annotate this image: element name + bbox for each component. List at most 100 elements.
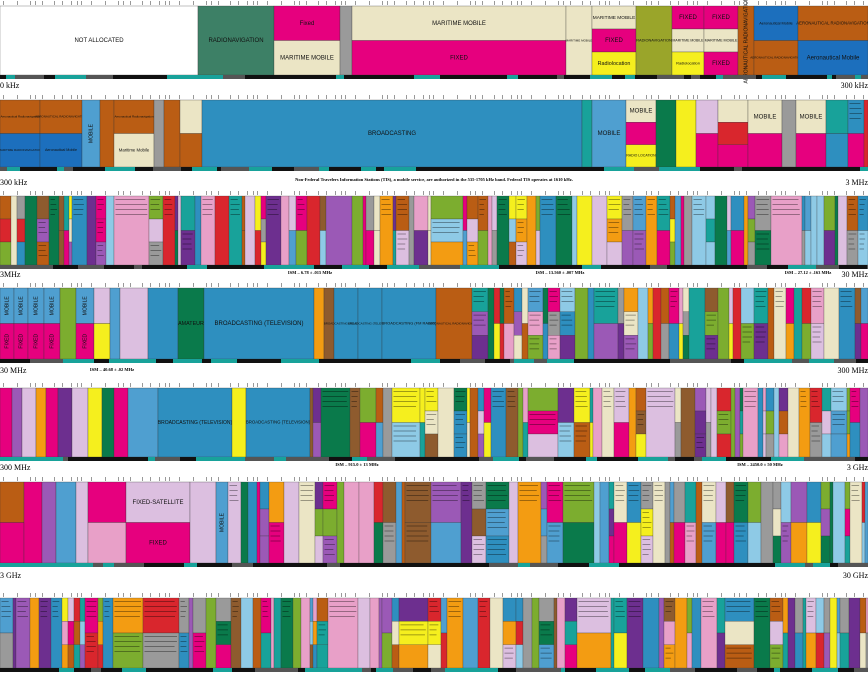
allocation-band [846, 410, 851, 435]
frequency-tick [142, 95, 143, 99]
frequency-tick [619, 95, 620, 99]
allocation-band [316, 644, 329, 669]
band-text-mark [384, 525, 394, 527]
frequency-tick [475, 593, 476, 597]
band-text-mark [557, 209, 570, 210]
band-text-mark [406, 525, 428, 527]
band-text-mark [807, 606, 813, 607]
frequency-tick [206, 383, 207, 387]
allocation-band [557, 422, 575, 458]
service-strip [612, 75, 625, 79]
band-text-mark [549, 319, 559, 321]
service-strip [156, 359, 164, 363]
frequency-tick [326, 191, 327, 195]
service-strip [534, 359, 547, 363]
band-text-mark [564, 490, 591, 491]
frequency-tick [609, 95, 610, 99]
service-strip [705, 167, 734, 171]
allocation-band [45, 387, 59, 458]
band-text-mark [735, 530, 746, 532]
band-text-mark [406, 540, 429, 542]
allocation-band [381, 632, 393, 669]
band-text-mark [202, 209, 213, 210]
frequency-tick [827, 191, 828, 195]
band-text-mark [194, 651, 205, 652]
frequency-tick [355, 1, 356, 5]
allocation-band [859, 632, 867, 669]
service-strip [589, 563, 619, 567]
allocation-band [846, 195, 859, 231]
allocation-band [16, 241, 26, 266]
band-text-mark [654, 495, 664, 496]
frequency-tick [42, 593, 43, 597]
allocation-band [487, 195, 493, 266]
allocation-band [861, 522, 866, 564]
frequency-tick [854, 95, 855, 99]
band-text-mark [540, 657, 552, 659]
frequency-tick [387, 593, 388, 597]
allocation-band [147, 287, 179, 360]
frequency-tick [81, 191, 82, 195]
band-label: Aeronautical Radionavigation [0, 115, 39, 119]
allocation-band [430, 522, 462, 564]
allocation-band [244, 195, 256, 266]
band-text-mark [564, 495, 590, 496]
allocation-band [112, 632, 144, 669]
allocation-band [716, 387, 732, 412]
allocation-band [810, 195, 818, 266]
frequency-tick [619, 593, 620, 597]
frequency-tick [306, 191, 307, 195]
allocation-band [357, 287, 383, 360]
band-text-mark [393, 425, 417, 427]
service-strip [180, 457, 196, 461]
band-text-mark [859, 199, 866, 200]
frequency-tick [809, 191, 810, 195]
frequency-tick [558, 593, 559, 597]
allocation-band [660, 323, 670, 360]
band-text-mark [840, 301, 851, 302]
allocation-band [762, 410, 767, 435]
band-text-mark [807, 611, 814, 612]
allocation-band [680, 387, 696, 458]
allocation-band [178, 597, 190, 634]
service-strip [62, 563, 93, 567]
allocation-band [754, 230, 772, 266]
frequency-tick [785, 95, 786, 99]
allocation-band [102, 597, 114, 669]
service-strip [20, 167, 53, 171]
band-text-mark [144, 646, 175, 647]
allocation-band [427, 195, 432, 231]
frequency-tick [746, 383, 747, 387]
allocation-band [288, 230, 297, 266]
band-text-mark [541, 209, 554, 210]
band-text-mark [575, 396, 587, 397]
band-text-mark [564, 485, 590, 486]
service-strip [258, 75, 283, 79]
allocation-band [809, 387, 823, 423]
allocation-band [466, 195, 479, 220]
band-text-mark [595, 296, 615, 297]
frequency-tick [721, 191, 722, 195]
band-text-mark [548, 495, 559, 496]
band-text-mark [217, 629, 228, 631]
band-text-mark [262, 616, 269, 617]
band-text-mark [628, 485, 639, 486]
frequency-tick [734, 477, 735, 481]
allocation-band [801, 195, 806, 231]
frequency-tick [17, 283, 18, 287]
allocation-band [793, 287, 803, 360]
allocation-band [369, 597, 380, 669]
band-text-mark [608, 204, 621, 205]
band-text-mark [756, 248, 770, 250]
service-strip [675, 457, 689, 461]
service-strip [101, 668, 122, 672]
service-strip [804, 457, 834, 461]
frequency-tick [687, 95, 688, 99]
allocation-band [593, 287, 619, 324]
service-strip [561, 668, 565, 672]
frequency-tick [781, 593, 782, 597]
allocation-band [127, 387, 159, 458]
band-text-mark [318, 629, 327, 631]
band-text-mark [164, 204, 173, 205]
frequency-tick [294, 383, 295, 387]
